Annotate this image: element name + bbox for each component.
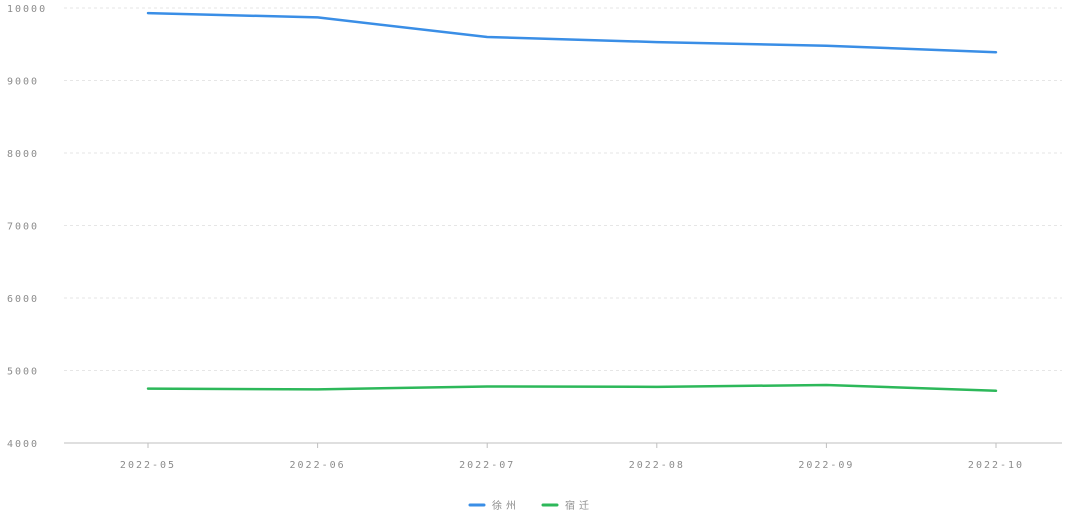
series-line-1: [146, 383, 998, 393]
y-tick-label: 6000: [7, 294, 39, 305]
y-tick-label: 9000: [7, 77, 39, 88]
x-tick-label: 2022-05: [120, 460, 176, 471]
series-lines: [146, 11, 998, 393]
y-tick-label: 7000: [7, 222, 39, 233]
legend: 徐州 宿迁: [468, 499, 593, 512]
y-tick-label: 8000: [7, 149, 39, 160]
x-tick-label: 2022-07: [459, 460, 515, 471]
x-tick-label: 2022-10: [968, 460, 1024, 471]
y-tick-label: 5000: [7, 367, 39, 378]
axes: 4000 5000 6000 7000 8000 9000 10000 2022-05 2022…: [7, 4, 1062, 471]
legend-label: 宿迁: [565, 499, 593, 512]
series-line-0: [146, 11, 998, 54]
x-tick-label: 2022-06: [290, 460, 346, 471]
x-tick-label: 2022-08: [629, 460, 685, 471]
y-tick-label: 10000: [7, 4, 47, 15]
legend-label: 徐州: [492, 499, 520, 512]
legend-item-1[interactable]: 宿迁: [541, 499, 593, 512]
legend-item-0[interactable]: 徐州: [468, 499, 520, 512]
y-tick-label: 4000: [7, 439, 39, 450]
gridlines: [64, 7, 1062, 371]
x-tick-label: 2022-09: [798, 460, 854, 471]
